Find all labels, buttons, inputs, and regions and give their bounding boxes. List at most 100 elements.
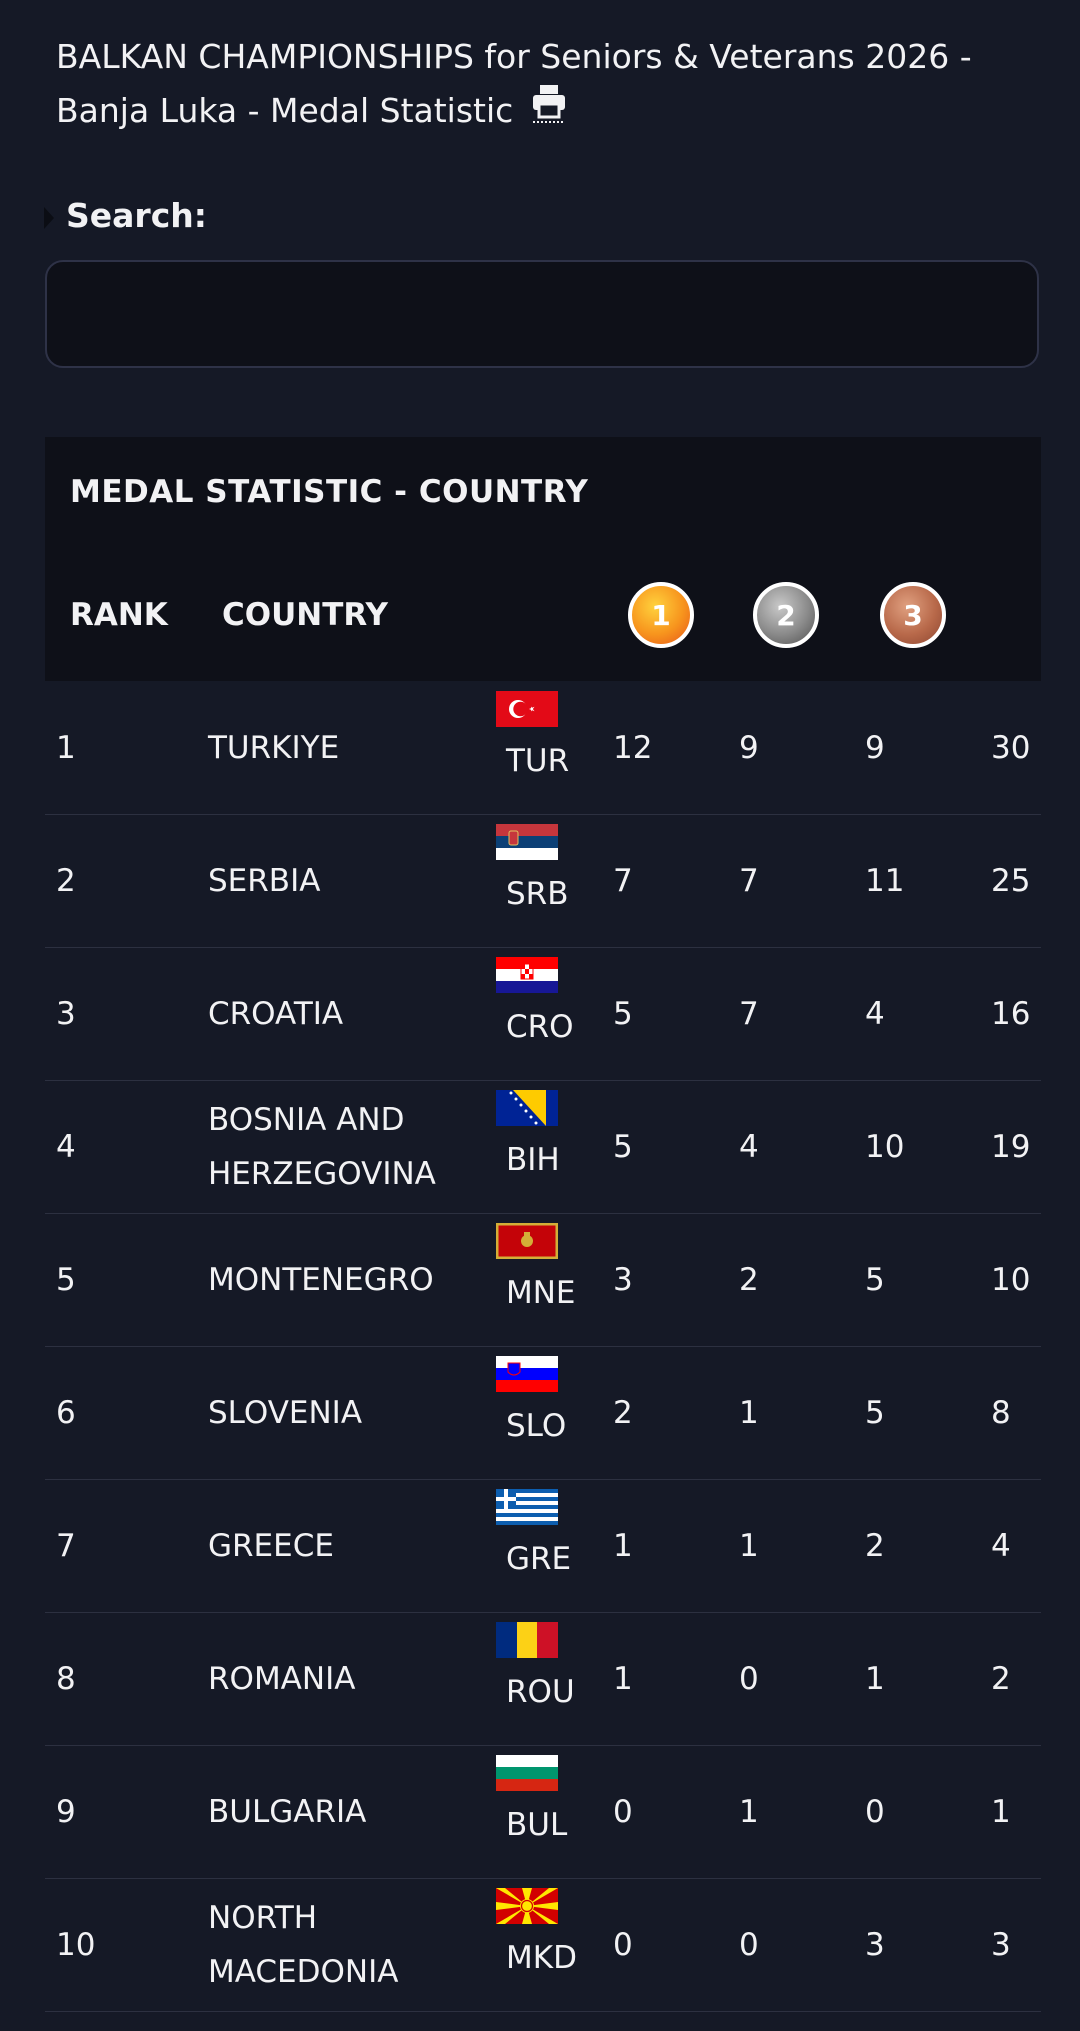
country-code: SLO bbox=[506, 1408, 567, 1444]
country-code: SRB bbox=[506, 876, 569, 912]
total-count: 16 bbox=[991, 995, 1031, 1032]
country-code: TUR bbox=[506, 743, 570, 779]
bronze-count: 10 bbox=[865, 1128, 905, 1165]
country-code: BUL bbox=[506, 1807, 568, 1843]
total-count: 19 bbox=[991, 1128, 1031, 1165]
gold-count: 12 bbox=[613, 729, 653, 766]
gold-count: 2 bbox=[613, 1394, 633, 1431]
rank-cell: 10 bbox=[56, 1926, 96, 1963]
silver-count: 0 bbox=[739, 1660, 759, 1697]
total-count: 4 bbox=[991, 1527, 1011, 1564]
country-code: CRO bbox=[506, 1009, 574, 1045]
search-input[interactable] bbox=[45, 260, 1039, 368]
silver-count: 9 bbox=[739, 729, 759, 766]
bronze-count: 9 bbox=[865, 729, 885, 766]
country-flag-icon bbox=[496, 1622, 558, 1658]
country-flag-icon bbox=[496, 824, 558, 860]
rank-cell: 9 bbox=[56, 1793, 76, 1830]
rank-cell: 7 bbox=[56, 1527, 76, 1564]
bronze-count: 0 bbox=[865, 1793, 885, 1830]
printer-icon[interactable] bbox=[531, 83, 567, 139]
country-name[interactable]: BOSNIA AND HERZEGOVINA bbox=[208, 1101, 436, 1192]
table-row[interactable]: 4 BOSNIA AND HERZEGOVINA BIH 5 4 10 19 bbox=[45, 1080, 1041, 1214]
gold-count: 3 bbox=[613, 1261, 633, 1298]
gold-count: 5 bbox=[613, 995, 633, 1032]
silver-count: 0 bbox=[739, 1926, 759, 1963]
page-title: BALKAN CHAMPIONSHIPS for Seniors & Veter… bbox=[56, 30, 1016, 141]
gold-count: 1 bbox=[613, 1527, 633, 1564]
rank-cell: 4 bbox=[56, 1128, 76, 1165]
country-flag-icon bbox=[496, 1888, 558, 1924]
table-row[interactable]: 5 MONTENEGRO MNE 3 2 5 10 bbox=[45, 1213, 1041, 1347]
bronze-medal-icon[interactable]: 3 bbox=[880, 582, 946, 648]
total-count: 8 bbox=[991, 1394, 1011, 1431]
silver-medal-icon[interactable]: 2 bbox=[753, 582, 819, 648]
column-header-country[interactable]: COUNTRY bbox=[222, 597, 388, 633]
country-name[interactable]: NORTH MACEDONIA bbox=[208, 1899, 399, 1990]
bronze-count: 11 bbox=[865, 862, 905, 899]
country-code: BIH bbox=[506, 1142, 560, 1178]
page-title-text: BALKAN CHAMPIONSHIPS for Seniors & Veter… bbox=[56, 37, 972, 130]
rank-cell: 8 bbox=[56, 1660, 76, 1697]
bronze-count: 4 bbox=[865, 995, 885, 1032]
total-count: 1 bbox=[991, 1793, 1011, 1830]
bronze-count: 1 bbox=[865, 1660, 885, 1697]
search-label-text: Search: bbox=[66, 196, 207, 235]
country-flag-icon bbox=[496, 1489, 558, 1525]
total-count: 10 bbox=[991, 1261, 1031, 1298]
country-name[interactable]: MONTENEGRO bbox=[208, 1261, 434, 1298]
column-header-rank[interactable]: RANK bbox=[70, 597, 168, 633]
table-row[interactable]: 8 ROMANIA ROU 1 0 1 2 bbox=[45, 1612, 1041, 1746]
table-row[interactable]: 1 TURKIYE TUR 12 9 9 30 bbox=[45, 681, 1041, 815]
silver-count: 4 bbox=[739, 1128, 759, 1165]
bronze-count: 5 bbox=[865, 1394, 885, 1431]
total-count: 2 bbox=[991, 1660, 1011, 1697]
table-row[interactable]: 2 SERBIA SRB 7 7 11 25 bbox=[45, 814, 1041, 948]
country-code: MKD bbox=[506, 1940, 577, 1976]
rank-cell: 3 bbox=[56, 995, 76, 1032]
country-flag-icon bbox=[496, 1755, 558, 1791]
gold-count: 5 bbox=[613, 1128, 633, 1165]
country-flag-icon bbox=[496, 1223, 558, 1259]
total-count: 25 bbox=[991, 862, 1031, 899]
table-row[interactable]: 9 BULGARIA BUL 0 1 0 1 bbox=[45, 1745, 1041, 1879]
gold-medal-icon[interactable]: 1 bbox=[628, 582, 694, 648]
silver-count: 1 bbox=[739, 1793, 759, 1830]
table-header bbox=[45, 437, 1041, 681]
country-flag-icon bbox=[496, 957, 558, 993]
rank-cell: 2 bbox=[56, 862, 76, 899]
country-name[interactable]: TURKIYE bbox=[208, 729, 340, 766]
total-count: 3 bbox=[991, 1926, 1011, 1963]
silver-count: 7 bbox=[739, 862, 759, 899]
country-flag-icon bbox=[496, 1090, 558, 1126]
country-code: ROU bbox=[506, 1674, 575, 1710]
country-name[interactable]: SLOVENIA bbox=[208, 1394, 363, 1431]
rank-cell: 5 bbox=[56, 1261, 76, 1298]
country-name[interactable]: ROMANIA bbox=[208, 1660, 356, 1697]
country-name[interactable]: CROATIA bbox=[208, 995, 344, 1032]
silver-count: 1 bbox=[739, 1394, 759, 1431]
gold-count: 7 bbox=[613, 862, 633, 899]
table-row[interactable]: 10 NORTH MACEDONIA MKD 0 0 3 3 bbox=[45, 1878, 1041, 2012]
country-name[interactable]: GREECE bbox=[208, 1527, 334, 1564]
gold-count: 0 bbox=[613, 1926, 633, 1963]
gold-count: 1 bbox=[613, 1660, 633, 1697]
silver-count: 1 bbox=[739, 1527, 759, 1564]
gold-count: 0 bbox=[613, 1793, 633, 1830]
country-name[interactable]: SERBIA bbox=[208, 862, 321, 899]
table-row[interactable]: 7 GREECE GRE 1 1 2 4 bbox=[45, 1479, 1041, 1613]
table-row[interactable]: 3 CROATIA CRO 5 7 4 16 bbox=[45, 947, 1041, 1081]
country-flag-icon bbox=[496, 691, 558, 727]
rank-cell: 1 bbox=[56, 729, 76, 766]
country-code: GRE bbox=[506, 1541, 572, 1577]
rank-cell: 6 bbox=[56, 1394, 76, 1431]
silver-count: 2 bbox=[739, 1261, 759, 1298]
country-code: MNE bbox=[506, 1275, 576, 1311]
country-name[interactable]: BULGARIA bbox=[208, 1793, 367, 1830]
silver-count: 7 bbox=[739, 995, 759, 1032]
bronze-count: 3 bbox=[865, 1926, 885, 1963]
table-row[interactable]: 6 SLOVENIA SLO 2 1 5 8 bbox=[45, 1346, 1041, 1480]
search-label: Search: bbox=[44, 196, 207, 235]
bronze-count: 5 bbox=[865, 1261, 885, 1298]
bronze-count: 2 bbox=[865, 1527, 885, 1564]
